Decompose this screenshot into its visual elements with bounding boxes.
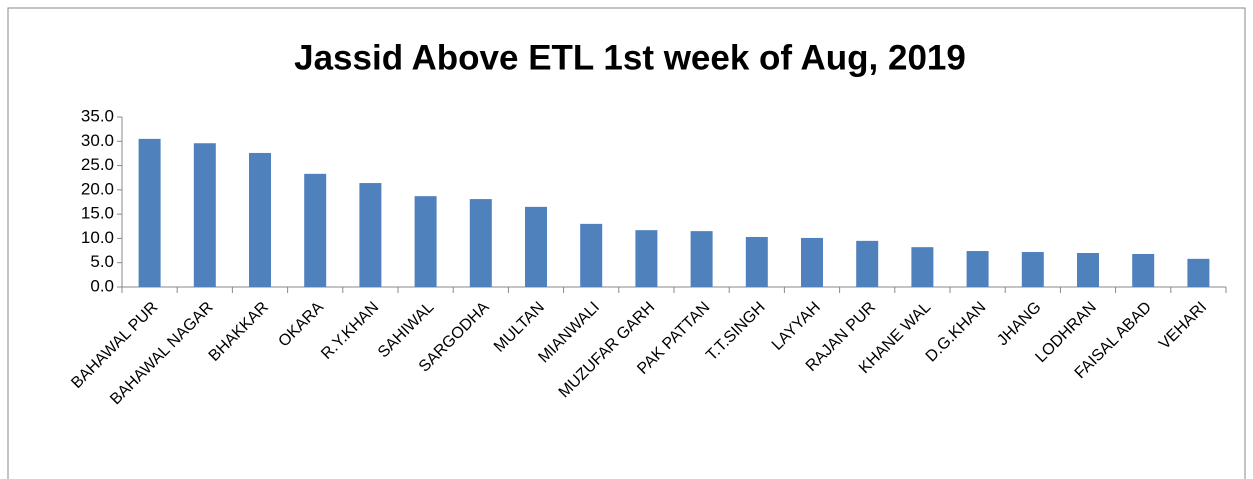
bar: [193, 143, 216, 287]
bar: [1187, 258, 1210, 287]
bar: [304, 173, 327, 287]
y-tick-label: 35.0: [81, 106, 114, 125]
bar: [1132, 253, 1155, 287]
bar: [1077, 253, 1099, 287]
chart-title: Jassid Above ETL 1st week of Aug, 2019: [294, 38, 966, 77]
bar: [469, 199, 492, 287]
bar: [856, 240, 879, 287]
bar: [414, 196, 437, 287]
bar: [525, 206, 547, 287]
y-tick-label: 0.0: [90, 276, 114, 295]
bar: [580, 223, 603, 287]
bar: [690, 231, 713, 287]
bar: [1021, 252, 1044, 287]
y-tick-label: 5.0: [90, 252, 114, 271]
bar: [801, 237, 823, 287]
bar: [745, 236, 768, 287]
bar: [249, 152, 271, 287]
bar: [966, 251, 989, 287]
y-tick-label: 30.0: [81, 131, 114, 150]
bar: [359, 183, 382, 287]
y-tick-label: 15.0: [81, 204, 114, 223]
y-tick-label: 20.0: [81, 179, 114, 198]
bar: [138, 138, 161, 287]
bar: [635, 230, 658, 287]
chart-frame: [7, 7, 1246, 479]
y-tick-label: 25.0: [81, 155, 114, 174]
y-tick-label: 10.0: [81, 228, 114, 247]
bar: [911, 247, 934, 287]
